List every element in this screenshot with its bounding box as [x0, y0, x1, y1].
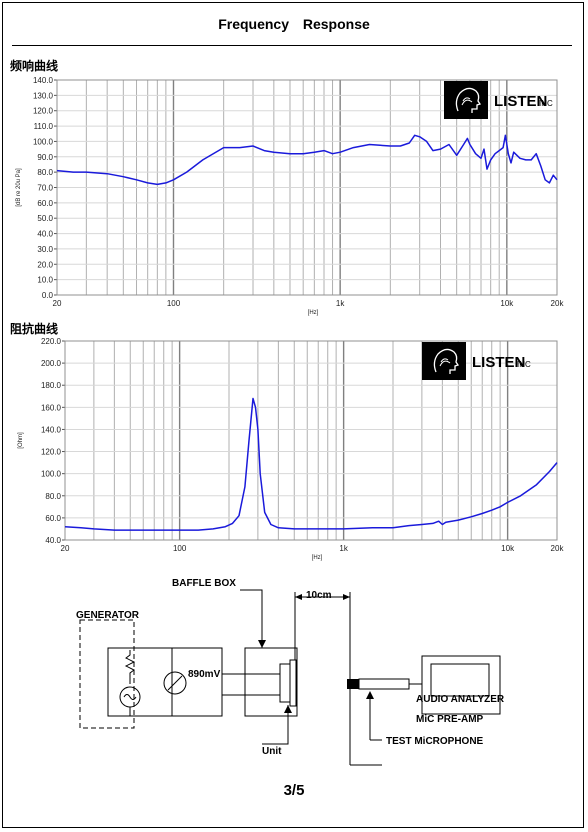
y-tick-label: 0.0 — [42, 291, 54, 300]
y-tick-label: 120.0 — [33, 107, 54, 116]
y-tick-label: 200.0 — [41, 359, 62, 368]
label-audio-analyzer: AUDIO ANALYZER — [416, 694, 505, 705]
mic-body — [358, 678, 410, 690]
unit-arrow — [284, 705, 292, 713]
plot-frame — [56, 79, 558, 296]
y-tick-label: 40.0 — [45, 536, 61, 545]
baffle-box — [244, 647, 298, 717]
label-mic-preamp: MiC PRE-AMP — [416, 714, 484, 725]
x-tick-label: 20 — [61, 544, 70, 553]
generator-dashed-box — [79, 619, 135, 729]
source-wave — [123, 694, 137, 700]
y-tick-label: 140.0 — [41, 425, 62, 434]
label-unit: Unit — [262, 746, 282, 757]
x-tick-label: 20 — [53, 299, 62, 308]
label-distance: 10cm — [306, 590, 332, 601]
speaker-unit — [279, 663, 291, 703]
dim-arrow-left — [295, 594, 302, 600]
baffle-leader — [240, 589, 263, 648]
label-baffle-box: BAFFLE BOX — [172, 578, 236, 589]
logo-brand-text: LISTEN — [472, 354, 525, 371]
page-number: 3/5 — [283, 782, 305, 799]
logo-brand-text: LISTEN — [494, 93, 547, 110]
page-title: Frequency Response — [218, 16, 370, 32]
impedance-chart: 40.0 60.0 80.0 100.0 120.0 140.0 160.0 180.0 200… — [18, 337, 565, 561]
resistor-symbol — [124, 650, 136, 684]
y-tick-label: 100.0 — [33, 137, 54, 146]
x-axis-label: [Hz] — [312, 555, 323, 561]
x-axis-label: [Hz] — [308, 310, 319, 316]
section-title-impedance: 阻抗曲线 — [10, 322, 59, 336]
y-tick-label: 80.0 — [37, 168, 53, 177]
analyzer-screen — [430, 663, 490, 697]
mic-arrow — [366, 691, 374, 699]
logo-head-outline — [455, 87, 482, 113]
series-line — [64, 397, 558, 531]
baffle-arrow — [258, 640, 266, 648]
y-axis-label: [dB re 20u Pa] — [16, 168, 22, 207]
test-setup-diagram: BAFFLE BOX 10cm GENERATOR 890mV AUDIO AN… — [76, 578, 505, 766]
label-generator: GENERATOR — [76, 610, 140, 621]
y-tick-label: 160.0 — [41, 403, 62, 412]
x-tick-label: 20k — [551, 299, 565, 308]
x-tick-label: 20k — [551, 544, 565, 553]
logo-ear-lines — [439, 358, 451, 367]
audio-analyzer-box — [421, 655, 501, 715]
voltmeter-needle — [167, 675, 183, 691]
dim-arrow-right — [343, 594, 350, 600]
y-tick-label: 20.0 — [37, 260, 53, 269]
logo-suffix-text: INC — [539, 99, 553, 108]
y-axis-label: [Ohm] — [18, 432, 24, 449]
y-tick-label: 80.0 — [45, 492, 61, 501]
frequency-response-chart: 0.0 10.0 20.0 30.0 40.0 50.0 60.0 70.0 80.0 90.0 1… — [16, 76, 565, 316]
logo-suffix-text: INC — [517, 360, 531, 369]
series-line — [56, 134, 558, 186]
x-tick-label: 10k — [500, 299, 514, 308]
x-tick-label: 100 — [167, 299, 181, 308]
label-test-mic: TEST MiCROPHONE — [386, 736, 484, 747]
y-tick-label: 220.0 — [41, 337, 62, 346]
y-tick-label: 70.0 — [37, 184, 53, 193]
test-microphone — [347, 679, 359, 689]
y-tick-label: 110.0 — [34, 122, 54, 131]
generator-box — [107, 647, 223, 717]
y-tick-label: 60.0 — [45, 514, 61, 523]
y-tick-label: 120.0 — [41, 448, 62, 457]
y-tick-label: 100.0 — [41, 470, 62, 479]
logo-ear-lines — [461, 97, 473, 106]
label-voltage: 890mV — [188, 669, 221, 680]
voltmeter-symbol — [163, 671, 187, 695]
speaker-cone — [289, 659, 297, 707]
x-tick-label: 1k — [339, 544, 348, 553]
x-tick-label: 1k — [336, 299, 345, 308]
unit-leader — [262, 705, 289, 745]
y-tick-label: 10.0 — [37, 276, 53, 285]
title-rule — [12, 45, 572, 46]
y-tick-label: 40.0 — [37, 230, 53, 239]
y-tick-label: 90.0 — [37, 153, 53, 162]
y-tick-label: 60.0 — [37, 199, 53, 208]
y-tick-label: 50.0 — [37, 214, 53, 223]
section-title-frequency: 频响曲线 — [10, 59, 59, 73]
y-tick-label: 180.0 — [41, 381, 62, 390]
x-tick-label: 10k — [501, 544, 515, 553]
y-tick-label: 130.0 — [33, 91, 54, 100]
plot-frame — [64, 340, 558, 541]
y-tick-label: 140.0 — [33, 76, 54, 85]
y-tick-label: 30.0 — [37, 245, 53, 254]
logo-head-outline — [433, 348, 460, 374]
x-tick-label: 100 — [173, 544, 187, 553]
